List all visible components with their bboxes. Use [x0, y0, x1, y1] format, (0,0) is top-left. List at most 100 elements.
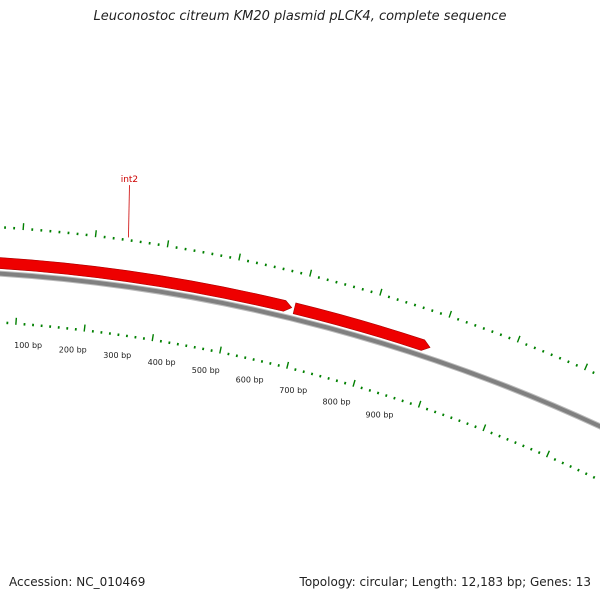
outer-minor-tick: [550, 353, 553, 357]
inner-minor-tick: [474, 425, 477, 429]
inner-minor-tick: [529, 447, 533, 451]
inner-minor-tick: [368, 389, 372, 392]
summary-label: Topology: circular; Length: 12,183 bp; G…: [299, 575, 591, 589]
outer-minor-tick: [300, 271, 303, 275]
inner-major-tick: [352, 379, 356, 387]
outer-major-tick: [94, 230, 97, 238]
inner-minor-tick: [335, 379, 339, 383]
inner-minor-tick: [522, 444, 525, 448]
inner-minor-tick: [310, 372, 314, 376]
scale-label: 800 bp: [323, 398, 351, 407]
inner-minor-tick: [425, 407, 429, 411]
plasmid-backbone: [0, 271, 600, 429]
inner-minor-tick: [343, 381, 347, 385]
inner-minor-tick: [577, 468, 580, 472]
outer-major-tick: [238, 253, 241, 261]
outer-minor-tick: [413, 303, 417, 307]
outer-minor-tick: [558, 356, 562, 360]
inner-major-tick: [545, 450, 551, 458]
outer-minor-tick: [592, 371, 595, 375]
inner-tick-ring: [6, 317, 596, 479]
inner-minor-tick: [450, 416, 453, 420]
inner-minor-tick: [327, 376, 330, 380]
inner-minor-tick: [269, 362, 272, 365]
scale-label: 500 bp: [192, 366, 220, 375]
inner-minor-tick: [441, 413, 445, 417]
scale-label: 700 bp: [279, 386, 307, 395]
outer-minor-tick: [474, 323, 477, 327]
outer-minor-tick: [482, 326, 486, 330]
inner-major-tick: [83, 324, 86, 332]
outer-major-tick: [309, 269, 313, 277]
inner-minor-tick: [553, 457, 557, 461]
scale-label: 600 bp: [236, 375, 264, 384]
inner-minor-tick: [592, 475, 596, 479]
inner-minor-tick: [506, 437, 509, 441]
map-title: Leuconostoc citreum KM20 plasmid pLCK4, …: [93, 9, 507, 24]
outer-minor-tick: [335, 280, 338, 284]
outer-tick-ring: [4, 223, 595, 375]
inner-minor-tick: [260, 360, 264, 363]
inner-minor-tick: [252, 358, 255, 361]
inner-minor-tick: [569, 465, 572, 469]
outer-minor-tick: [352, 285, 356, 289]
inner-minor-tick: [385, 394, 388, 398]
gene-layer: int2: [0, 175, 431, 351]
scale-label: 200 bp: [59, 345, 87, 354]
scale-label: 300 bp: [103, 351, 131, 360]
outer-minor-tick: [273, 265, 276, 269]
inner-minor-tick: [401, 399, 404, 403]
outer-minor-tick: [264, 263, 267, 267]
inner-minor-tick: [458, 419, 461, 423]
inner-minor-tick: [294, 368, 297, 372]
inner-minor-tick: [498, 434, 501, 438]
outer-minor-tick: [456, 317, 460, 321]
inner-minor-tick: [319, 374, 322, 378]
inner-minor-tick: [376, 391, 380, 395]
backbone-shadow: [0, 270, 600, 430]
inner-major-tick: [286, 361, 290, 369]
outer-major-tick: [583, 363, 589, 371]
outer-minor-tick: [567, 360, 570, 364]
outer-minor-tick: [499, 333, 503, 337]
inner-minor-tick: [537, 451, 541, 455]
gene-int2-arrow[interactable]: [0, 257, 293, 312]
inner-minor-tick: [409, 402, 413, 406]
outer-major-tick: [22, 223, 25, 231]
outer-major-tick: [516, 335, 521, 343]
outer-minor-tick: [508, 336, 511, 340]
outer-minor-tick: [465, 320, 468, 324]
scale-label: 100 bp: [14, 341, 42, 350]
label-layer: 100 bp 200 bp 300 bp 400 bp 500 bp 600 bp 700 …: [14, 341, 393, 420]
scale-label: 400 bp: [148, 358, 176, 367]
gene-label-int2: int2: [121, 175, 138, 185]
gene-arrow-2[interactable]: [292, 302, 431, 351]
outer-minor-tick: [370, 290, 373, 294]
outer-minor-tick: [431, 309, 434, 313]
outer-minor-tick: [282, 267, 285, 271]
inner-major-tick: [417, 400, 422, 408]
outer-minor-tick: [491, 330, 494, 334]
outer-minor-tick: [326, 278, 329, 282]
accession-label: Accession: NC_010469: [9, 575, 146, 589]
inner-minor-tick: [235, 354, 238, 358]
inner-minor-tick: [433, 410, 437, 414]
inner-major-tick: [482, 424, 487, 432]
gene-label-leader: [128, 185, 130, 238]
outer-minor-tick: [533, 346, 537, 350]
inner-minor-tick: [277, 364, 280, 367]
outer-major-tick: [448, 310, 453, 318]
inner-minor-tick: [466, 422, 469, 426]
inner-minor-tick: [227, 352, 230, 356]
inner-major-tick: [219, 346, 222, 354]
inner-minor-tick: [393, 396, 396, 400]
outer-minor-tick: [255, 261, 259, 265]
inner-minor-tick: [561, 461, 565, 465]
outer-minor-tick: [387, 295, 391, 299]
outer-minor-tick: [439, 312, 443, 315]
outer-minor-tick: [344, 283, 347, 286]
outer-minor-tick: [422, 306, 425, 310]
outer-minor-tick: [541, 349, 545, 353]
inner-minor-tick: [514, 441, 517, 445]
